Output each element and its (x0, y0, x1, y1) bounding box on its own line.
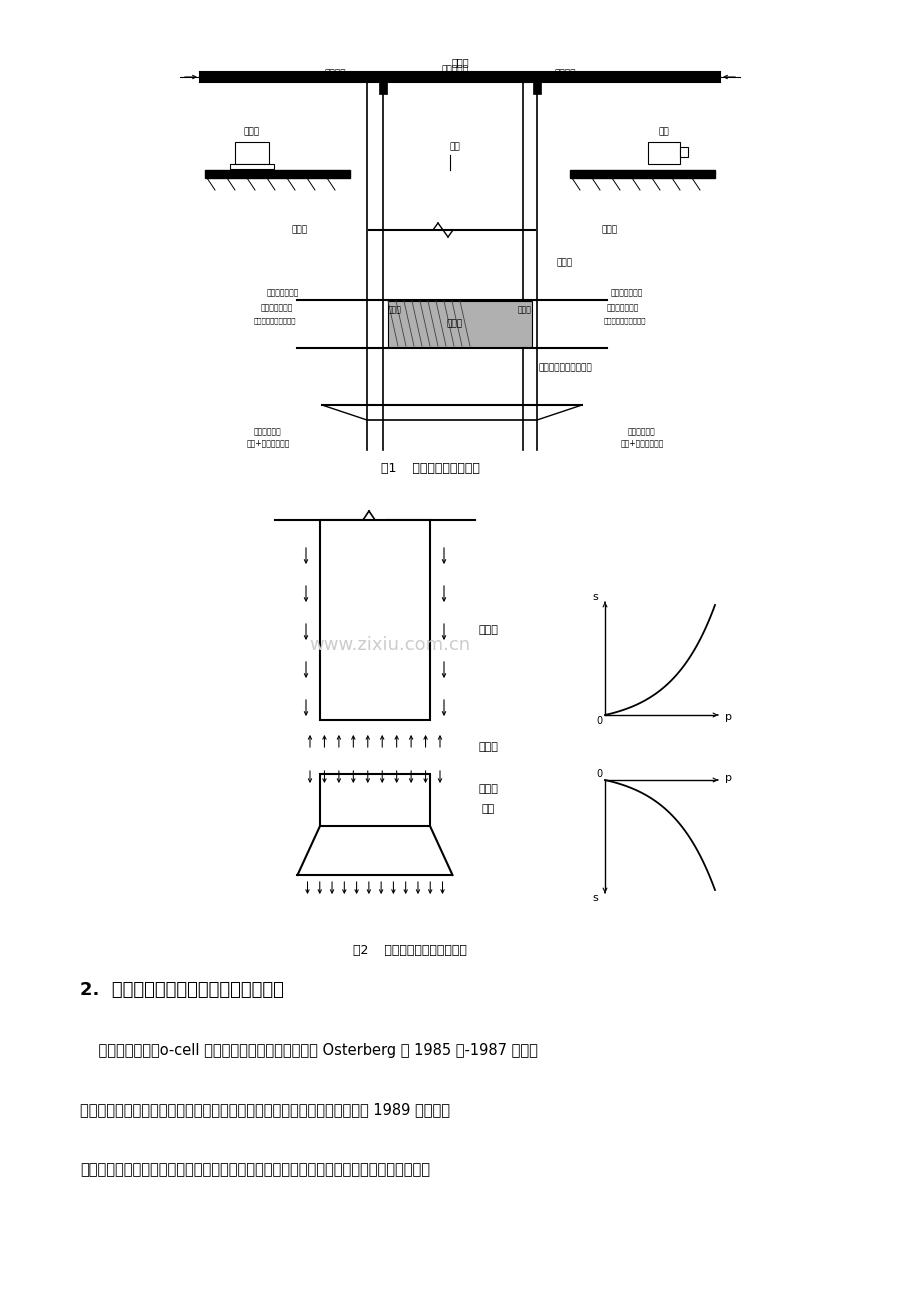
Bar (679, 147, 687, 158)
Text: 刚桩中（水中试桩）成功进行了首次商业应用，以后逐步被美国工程界广泛接收，取得越来: 刚桩中（水中试桩）成功进行了首次商业应用，以后逐步被美国工程界广泛接收，取得越来 (80, 1163, 429, 1177)
Text: s: s (592, 592, 597, 602)
Text: 钢筋笼: 钢筋笼 (291, 225, 308, 234)
Text: 桩顶位移: 桩顶位移 (323, 69, 346, 78)
Text: 上帮桩向上位移: 上帮桩向上位移 (267, 289, 299, 297)
Text: 桩顶位移: 桩顶位移 (553, 69, 575, 78)
Text: 位移测量装置: 位移测量装置 (254, 427, 281, 436)
Text: 位移测量装置: 位移测量装置 (628, 427, 655, 436)
Text: 荷载箱: 荷载箱 (478, 742, 497, 753)
Text: 上帮桩向上位移: 上帮桩向上位移 (610, 289, 642, 297)
Text: s: s (592, 893, 597, 904)
Text: 试验后护管可锁注浆管: 试验后护管可锁注浆管 (254, 318, 296, 324)
Bar (230, 164, 274, 169)
Text: 油泵: 油泵 (658, 128, 669, 137)
Text: 钢凸管: 钢凸管 (517, 306, 531, 315)
Text: 0: 0 (596, 769, 601, 779)
Text: 试验后护管可锁注浆管: 试验后护管可锁注浆管 (603, 318, 645, 324)
Bar (379, 79, 387, 94)
Text: 测桩仪: 测桩仪 (244, 128, 260, 137)
Text: 上帮桩: 上帮桩 (556, 259, 573, 267)
Text: 图1    自平衡法测桩示意图: 图1 自平衡法测桩示意图 (380, 461, 479, 474)
Text: 0: 0 (596, 716, 601, 727)
Text: 油量: 油量 (449, 142, 460, 151)
Bar (234, 142, 268, 164)
Text: 位移传感器: 位移传感器 (441, 65, 468, 74)
Bar (570, 171, 714, 178)
Bar (320, 519, 429, 720)
Text: 护管+位移绕（杆）: 护管+位移绕（杆） (619, 439, 663, 448)
Text: 下帮桩（桩端持力层）: 下帮桩（桩端持力层） (538, 363, 591, 372)
Text: 下帮桩向下位移: 下帮桩向下位移 (607, 303, 639, 312)
Text: 图2    自平衡法测试原理示意图: 图2 自平衡法测试原理示意图 (353, 944, 467, 957)
Text: 基桩自平衡法（o-cell 法）最早由美国西北大学学者 Osterberg 于 1985 年-1987 年间，: 基桩自平衡法（o-cell 法）最早由美国西北大学学者 Osterberg 于 … (80, 1043, 538, 1057)
Text: 钢凸管: 钢凸管 (388, 306, 402, 315)
Text: 2.  基桩自平衡法在中国外应用现实状况: 2. 基桩自平衡法在中国外应用现实状况 (80, 980, 284, 999)
Bar (320, 773, 429, 825)
Text: p: p (725, 712, 732, 723)
Text: 上部桩: 上部桩 (478, 625, 497, 635)
Bar (199, 72, 720, 82)
Text: www.zixiu.com.cn: www.zixiu.com.cn (309, 635, 470, 654)
Text: 岩层: 岩层 (481, 805, 494, 814)
Text: 基准梁: 基准梁 (450, 57, 469, 66)
Bar (205, 171, 349, 178)
Text: 钢筋笼: 钢筋笼 (601, 225, 618, 234)
Text: p: p (725, 773, 732, 783)
Text: 护管+位移绕（杆）: 护管+位移绕（杆） (246, 439, 289, 448)
Bar (647, 142, 679, 164)
Text: 下部桩: 下部桩 (478, 784, 497, 794)
Bar (388, 301, 531, 348)
Text: 下帮桩向下位移: 下帮桩向下位移 (260, 303, 293, 312)
Bar (532, 79, 540, 94)
Text: 在分析、总结前人经验基础上，对该测试技术进行了系统研究、开发，并于 1989 年在桥梁: 在分析、总结前人经验基础上，对该测试技术进行了系统研究、开发，并于 1989 年… (80, 1103, 449, 1117)
Text: 荷载箱: 荷载箱 (447, 319, 462, 328)
